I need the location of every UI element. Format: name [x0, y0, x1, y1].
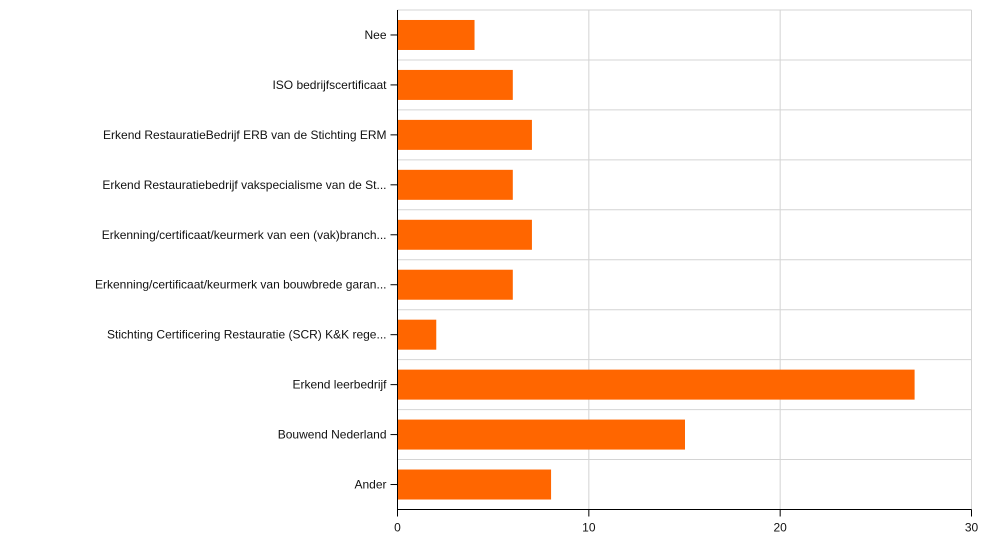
bar — [398, 19, 475, 50]
bar — [398, 269, 513, 300]
y-tick-label: Bouwend Nederland — [278, 428, 387, 442]
y-tick-label: ISO bedrijfscertificaat — [272, 78, 387, 92]
y-tick-label: Stichting Certificering Restauratie (SCR… — [107, 328, 386, 342]
y-tick-label: Nee — [364, 28, 386, 42]
y-tick-label: Erkenning/certificaat/keurmerk van een (… — [102, 228, 387, 242]
grid-layer — [397, 9, 972, 510]
x-tick-label: 0 — [394, 521, 401, 535]
y-tick-label: Erkenning/certificaat/keurmerk van bouwb… — [95, 278, 387, 292]
bar — [398, 169, 513, 200]
bar — [398, 369, 915, 400]
bar-layer — [398, 19, 915, 500]
y-tick-label: Ander — [354, 478, 386, 492]
x-tick-label: 30 — [965, 521, 979, 535]
bar — [398, 469, 552, 500]
y-tick-label: Erkend Restauratiebedrijf vakspecialisme… — [102, 178, 386, 192]
bar — [398, 119, 532, 150]
bar — [398, 319, 437, 350]
y-tick-label: Erkend leerbedrijf — [292, 378, 387, 392]
bar — [398, 419, 685, 450]
x-tick-label: 20 — [773, 521, 787, 535]
bar — [398, 69, 513, 100]
bar — [398, 219, 532, 250]
x-tick-label: 10 — [582, 521, 596, 535]
axis-layer: Nee ISO bedrijfscertificaat Erkend Restaur… — [95, 10, 978, 535]
y-tick-label: Erkend RestauratieBedrijf ERB van de Sti… — [103, 128, 386, 142]
